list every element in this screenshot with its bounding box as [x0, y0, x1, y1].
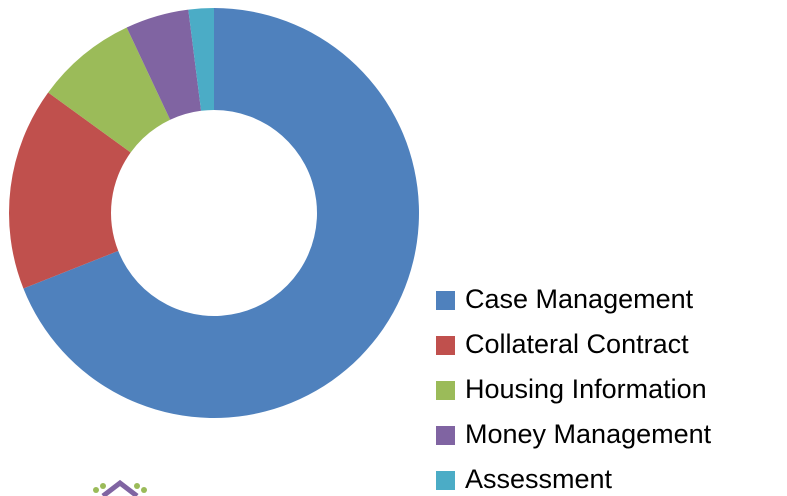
donut-slice: [8, 92, 131, 289]
legend-swatch: [436, 471, 455, 490]
legend-label: Collateral Contract: [465, 329, 689, 359]
donut-slice: [23, 8, 420, 418]
donut-slice: [48, 27, 171, 153]
legend-label: Assessment: [465, 464, 613, 494]
legend-label: Case Management: [465, 284, 694, 314]
legend-swatch: [436, 291, 455, 310]
logo: [93, 479, 147, 496]
legend-swatch: [436, 381, 455, 400]
donut-slice: [188, 8, 214, 111]
donut-slice: [126, 9, 202, 120]
legend-swatch: [436, 426, 455, 445]
legend-label: Housing Information: [465, 374, 707, 404]
legend-label: Money Management: [465, 419, 712, 449]
legend-swatch: [436, 336, 455, 355]
